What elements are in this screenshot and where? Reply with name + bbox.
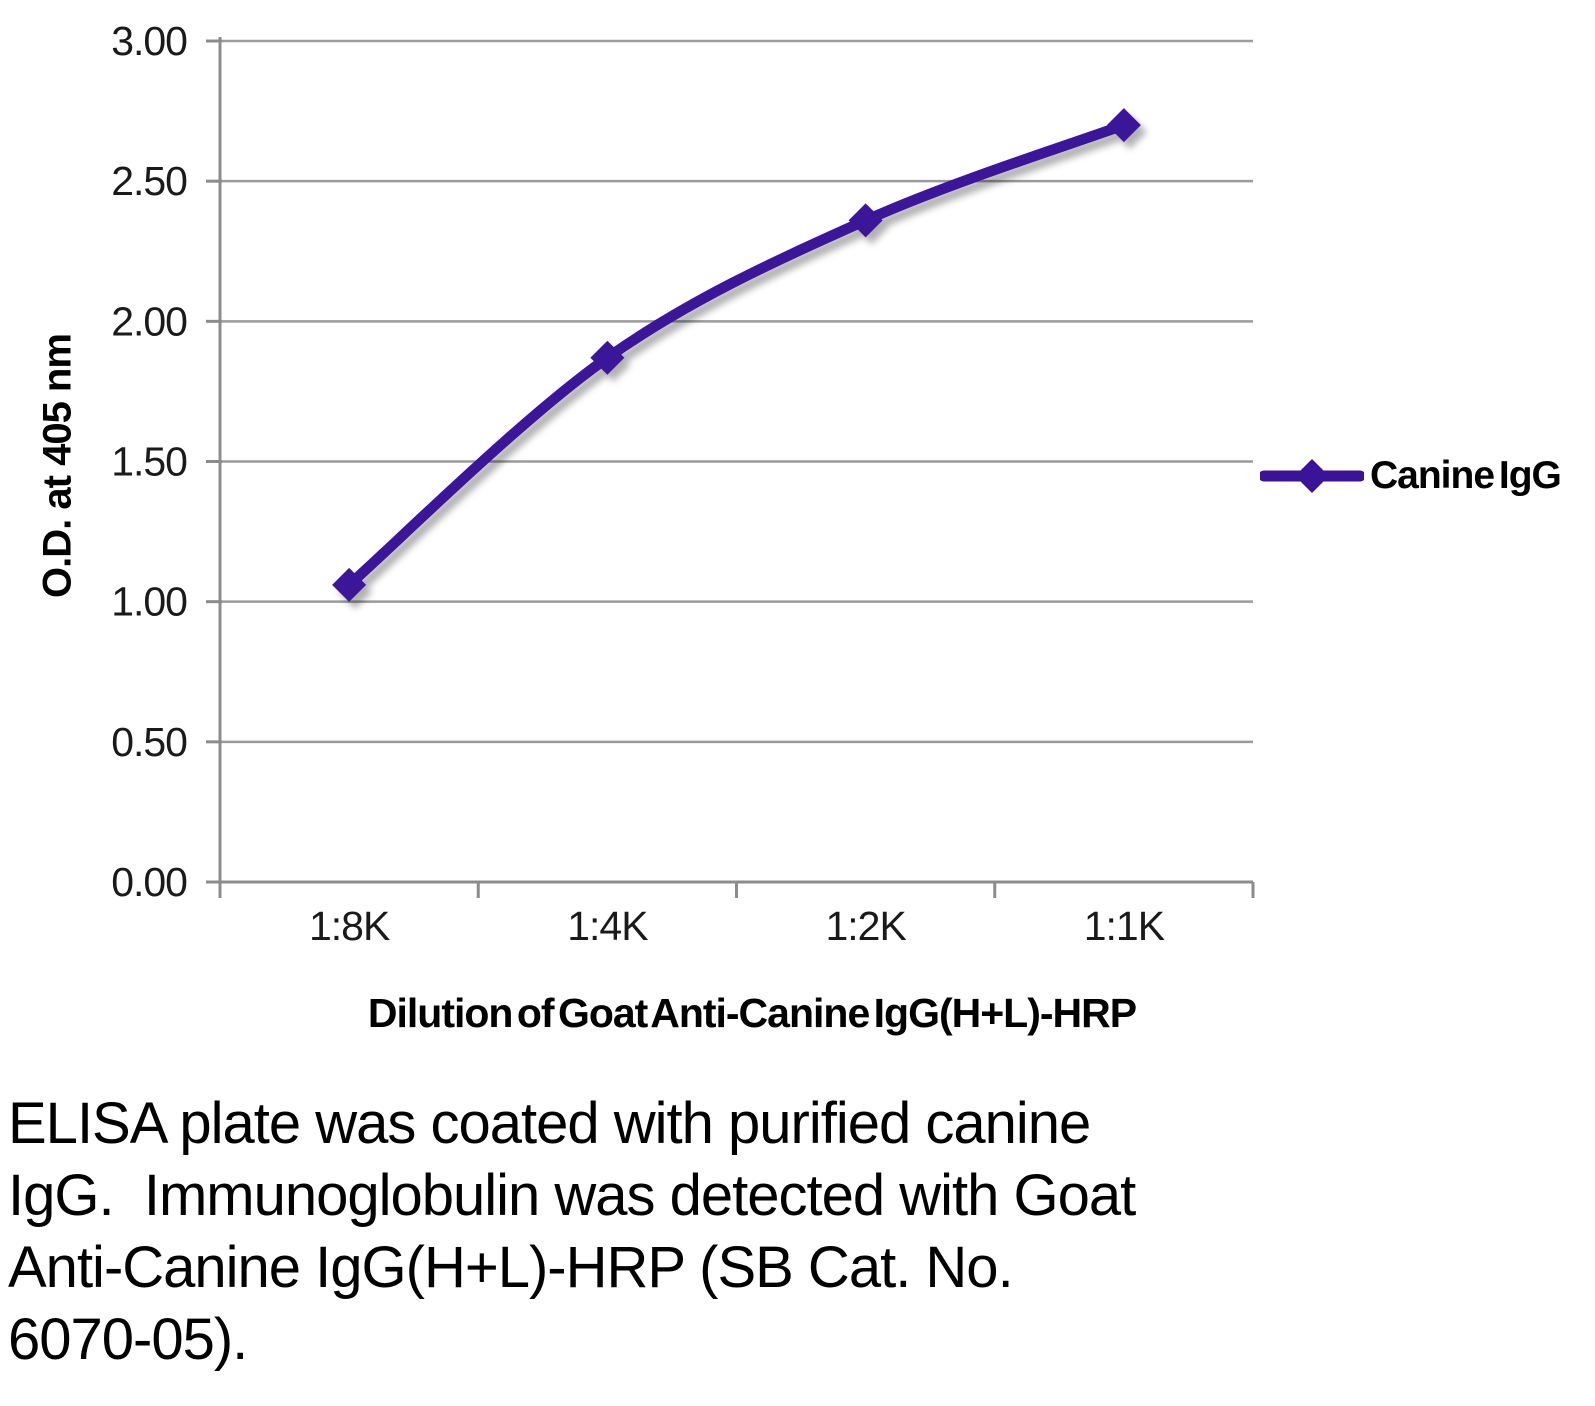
y-ticks-and-labels: 0.00 0.50 1.00 1.50 2.00 2.50 3.00 <box>111 18 222 905</box>
y-tick-label: 2.00 <box>111 298 187 344</box>
figure-caption: ELISA plate was coated with purified can… <box>8 1091 1136 1372</box>
x-ticks-and-labels: 1:8K 1:4K 1:2K 1:1K <box>218 882 1255 949</box>
elisa-line-chart: 0.00 0.50 1.00 1.50 2.00 2.50 3.00 1:8K 1:4K 1:2K… <box>111 18 1255 949</box>
series-canine-igg <box>332 108 1141 602</box>
y-tick-label: 2.50 <box>111 158 187 204</box>
y-tick-label: 1.50 <box>111 439 187 485</box>
legend: Canine IgG <box>1260 454 1562 498</box>
series-line <box>343 119 1130 591</box>
y-tick-label: 3.00 <box>111 18 187 64</box>
x-tick-label: 1:2K <box>825 903 906 949</box>
y-axis-title: O.D. at 405 nm <box>35 334 80 598</box>
gridlines <box>220 39 1253 744</box>
x-axis-title: Dilution of Goat Anti-Canine IgG(H+L)-HR… <box>367 990 1137 1036</box>
data-point-marker <box>332 567 367 602</box>
data-point-marker <box>1106 108 1141 143</box>
x-tick-label: 1:8K <box>309 903 390 949</box>
x-tick-label: 1:4K <box>567 903 648 949</box>
y-tick-label: 0.50 <box>111 719 187 765</box>
x-tick-label: 1:1K <box>1084 903 1165 949</box>
data-point-marker <box>590 340 625 375</box>
data-point-marker <box>848 203 883 238</box>
y-tick-label: 0.00 <box>111 859 187 905</box>
legend-series-marker-icon <box>1260 459 1364 493</box>
axes <box>218 37 1253 884</box>
y-tick-label: 1.00 <box>111 579 187 625</box>
legend-label: Canine IgG <box>1370 454 1562 497</box>
